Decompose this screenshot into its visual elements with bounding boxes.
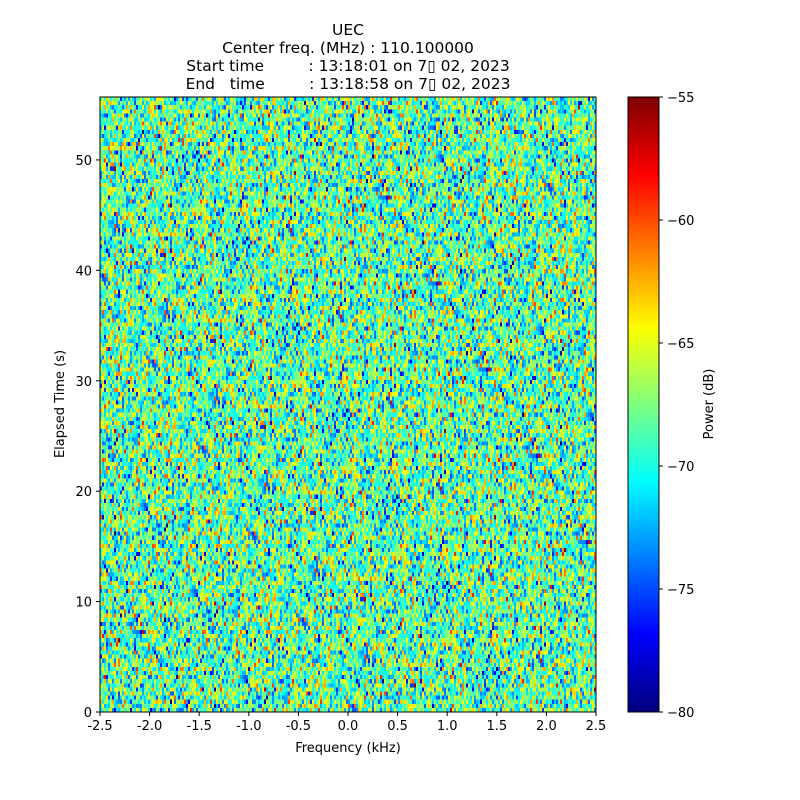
x-tick-label: 0.0 [338,719,359,734]
y-tick-label: 40 [75,264,92,279]
colorbar-tick-label: −60 [667,214,694,229]
x-tick-label: -2.0 [137,719,162,734]
chart-title-center-freq: Center freq. (MHz) : 110.100000 [222,39,474,57]
chart-title-end-time: End time : 13:18:58 on 7▯ 02, 2023 [185,75,511,93]
colorbar-gradient [628,97,659,712]
colorbar-tick-label: −70 [667,460,694,475]
y-tick-label: 20 [75,485,92,500]
x-tick-label: 1.0 [437,719,458,734]
y-axis-label: Elapsed Time (s) [53,350,68,458]
x-tick-label: 1.5 [486,719,507,734]
y-tick-label: 30 [75,375,92,390]
x-tick-label: 2.0 [536,719,557,734]
colorbar-frame [627,96,660,713]
y-tick-label: 0 [84,706,92,721]
x-tick-label: 2.5 [586,719,607,734]
y-tick-label: 10 [75,596,92,611]
colorbar-tick-label: −55 [667,91,694,106]
plot-frame [99,96,597,713]
colorbar-tick-label: −65 [667,337,694,352]
x-tick-label: -2.5 [87,719,112,734]
colorbar-tick-label: −80 [667,706,694,721]
colorbar-label: Power (dB) [702,369,717,440]
y-tick-label: 50 [75,154,92,169]
x-tick-label: -0.5 [286,719,311,734]
x-tick-label: -1.0 [236,719,261,734]
spectrogram-heatmap [100,97,596,712]
chart-title-line-1: UEC [332,21,364,39]
x-axis-label: Frequency (kHz) [295,741,401,756]
colorbar-tick-label: −75 [667,583,694,598]
x-tick-label: -1.5 [187,719,212,734]
chart-title-start-time: Start time : 13:18:01 on 7▯ 02, 2023 [186,57,510,75]
x-tick-label: 0.5 [387,719,408,734]
